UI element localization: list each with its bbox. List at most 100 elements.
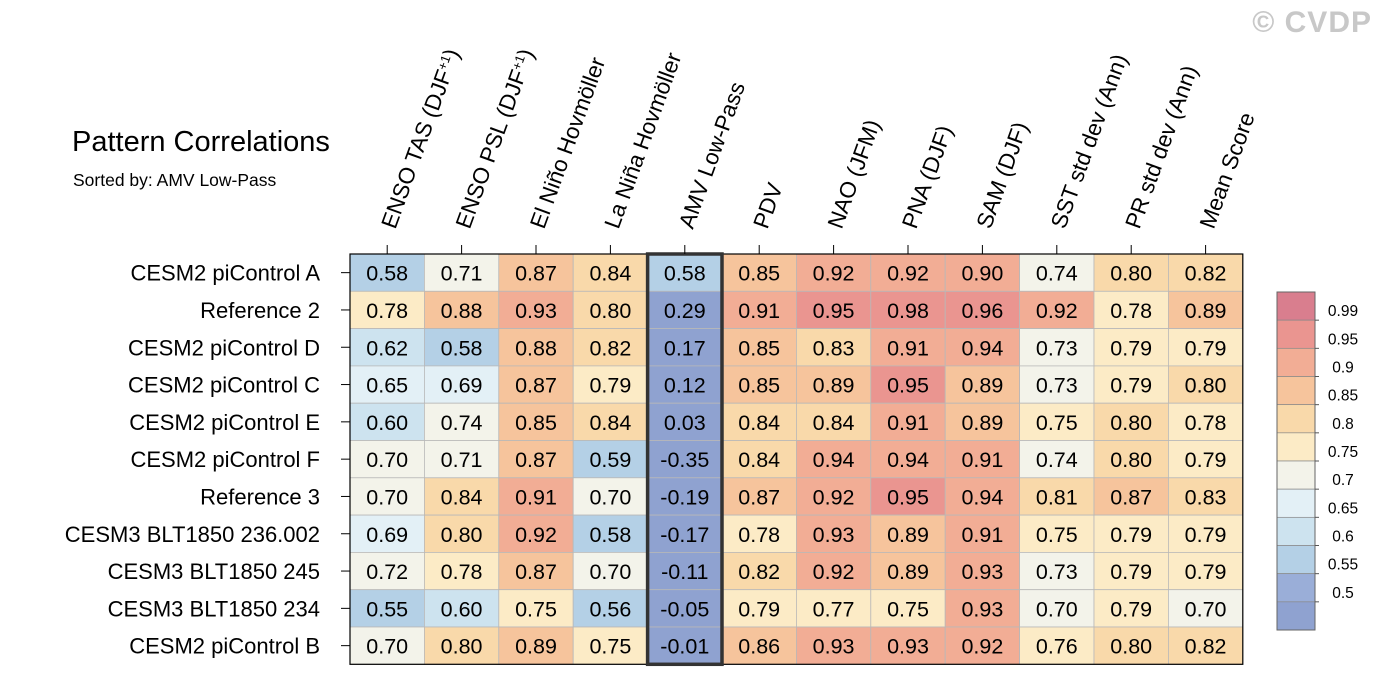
heatmap-cell <box>349 365 425 404</box>
heatmap-cell <box>721 328 797 367</box>
cell-value: 0.96 <box>961 299 1003 323</box>
cell-value: 0.80 <box>441 523 483 547</box>
heatmap-cell <box>944 626 1021 665</box>
cell-value: 0.72 <box>366 560 408 584</box>
colorbar-segment <box>1276 573 1316 603</box>
cell-value: 0.84 <box>738 448 780 472</box>
cell-value: 0.55 <box>366 597 408 621</box>
heatmap-cell <box>721 477 797 516</box>
heatmap-cell <box>721 402 797 441</box>
cell-value: 0.78 <box>1185 411 1227 435</box>
cell-value: 0.75 <box>1036 411 1078 435</box>
heatmap-cell <box>796 290 872 329</box>
colorbar-segment <box>1276 347 1316 377</box>
heatmap-cell <box>721 552 797 591</box>
heatmap-cell <box>1019 402 1095 441</box>
cell-value: 0.92 <box>1036 299 1078 323</box>
colorbar-label: 0.5 <box>1332 585 1354 602</box>
cell-value: 0.73 <box>1036 336 1078 360</box>
cell-value: 0.75 <box>887 597 929 621</box>
cell-value: -0.11 <box>661 560 708 584</box>
heatmap-cell <box>1168 477 1244 516</box>
heatmap-cell <box>1093 477 1169 516</box>
colorbar-label: 0.55 <box>1328 557 1358 574</box>
cell-value: 0.65 <box>366 374 408 398</box>
cell-value: 0.80 <box>1110 411 1152 435</box>
cell-value: 0.62 <box>366 336 408 360</box>
cell-value: 0.74 <box>441 411 483 435</box>
cell-value: 0.58 <box>366 262 408 286</box>
cell-value: 0.88 <box>441 299 483 323</box>
heatmap-cell <box>721 626 797 665</box>
colorbar-label: 0.6 <box>1332 529 1354 546</box>
cell-value: 0.87 <box>515 448 557 472</box>
cell-value: 0.94 <box>887 448 929 472</box>
cell-value: 0.70 <box>1036 597 1078 621</box>
heatmap-cell <box>423 589 500 628</box>
cell-value: 0.60 <box>366 411 408 435</box>
heatmap-cell <box>647 589 723 628</box>
cell-value: 0.80 <box>589 299 631 323</box>
cell-value: 0.92 <box>961 635 1003 659</box>
cell-value: 0.90 <box>961 262 1003 286</box>
cell-value: -0.19 <box>660 485 709 509</box>
heatmap-cell <box>1093 290 1169 329</box>
heatmap-cell <box>572 514 649 553</box>
cell-value: 0.91 <box>961 448 1003 472</box>
cell-value: 0.88 <box>515 336 557 360</box>
heatmap-cell <box>423 440 500 479</box>
cell-value: 0.79 <box>1185 448 1227 472</box>
heatmap-cell <box>1019 626 1095 665</box>
heatmap-cell <box>423 365 500 404</box>
heatmap-cell <box>1019 477 1095 516</box>
heatmap-cell <box>870 440 946 479</box>
heatmap-cell <box>647 477 723 516</box>
heatmap-cell <box>572 440 649 479</box>
row-label: CESM3 BLT1850 245 <box>108 559 320 584</box>
heatmap-cell <box>1093 365 1169 404</box>
cell-value: 0.81 <box>1036 485 1078 509</box>
colorbar-label: 0.85 <box>1328 388 1358 405</box>
column-label: SST std dev (Ann) <box>1046 51 1132 232</box>
cell-value: 0.95 <box>887 374 929 398</box>
heatmap-cell <box>944 477 1021 516</box>
cell-value: 0.87 <box>738 485 780 509</box>
colorbar-segment <box>1276 404 1316 434</box>
heatmap-cell <box>796 440 872 479</box>
heatmap-cell <box>1093 589 1169 628</box>
cell-value: 0.93 <box>813 523 855 547</box>
heatmap-cell <box>572 477 649 516</box>
heatmap-cell <box>1168 552 1244 591</box>
heatmap-cell <box>349 552 425 591</box>
heatmap-cell <box>721 365 797 404</box>
colorbar-segment <box>1276 601 1316 631</box>
cell-value: 0.70 <box>589 485 631 509</box>
cell-value: 0.89 <box>887 523 929 547</box>
cell-value: 0.94 <box>961 336 1003 360</box>
cell-value: 0.69 <box>441 374 483 398</box>
colorbar-label: 0.8 <box>1332 416 1354 433</box>
column-label: ENSO TAS (DJF+1) <box>376 46 464 232</box>
cell-value: 0.79 <box>1110 336 1152 360</box>
cell-value: -0.05 <box>660 597 709 621</box>
heatmap-cell <box>1168 626 1244 665</box>
column-label: ENSO PSL (DJF+1) <box>451 46 539 232</box>
cell-value: 0.03 <box>664 411 706 435</box>
chart-subtitle: Sorted by: AMV Low-Pass <box>73 170 277 190</box>
cell-value: 0.78 <box>441 560 483 584</box>
cell-value: 0.80 <box>1110 262 1152 286</box>
row-label: CESM2 piControl B <box>129 634 320 659</box>
cell-value: 0.93 <box>961 597 1003 621</box>
heatmap-cell <box>647 440 723 479</box>
cell-value: 0.95 <box>813 299 855 323</box>
heatmap-cell <box>1019 514 1095 553</box>
heatmap-cell <box>721 589 797 628</box>
heatmap-cell <box>1093 514 1169 553</box>
cell-value: 0.70 <box>366 635 408 659</box>
cell-value: 0.86 <box>738 635 780 659</box>
cell-value: 0.69 <box>366 523 408 547</box>
cell-value: 0.84 <box>589 262 631 286</box>
heatmap-cell <box>423 626 500 665</box>
heatmap-cell <box>721 514 797 553</box>
cell-value: 0.83 <box>1185 485 1227 509</box>
